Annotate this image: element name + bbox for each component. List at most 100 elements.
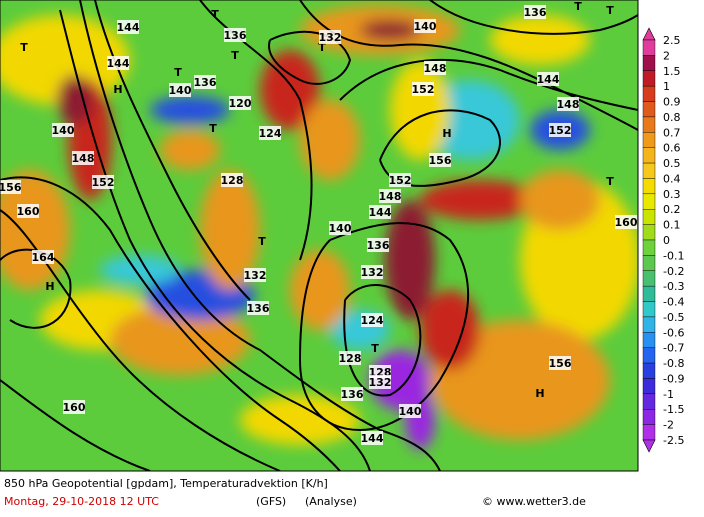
label-bg [229,96,251,110]
colorbar-cell [642,424,656,441]
label-bg [329,221,351,235]
label-bg [107,56,129,70]
contour-label: 132 [244,269,267,282]
label-bg [92,175,114,189]
label-bg [339,351,361,365]
label-bg [367,238,389,252]
colorbar-cell [642,285,656,302]
pressure-center: T [20,41,28,54]
colorbar-label: 0.5 [663,157,681,170]
colorbar-label: -0.1 [663,249,684,262]
label-bg [259,126,281,140]
colorbar-cell [642,193,656,210]
pressure-center: H [45,280,54,293]
colorbar-label: 0.1 [663,219,681,232]
colorbar-cell [642,116,656,133]
colorbar-cell [642,39,656,56]
label-bg [63,400,85,414]
colorbar-cell [642,70,656,87]
colorbar-label: 0.3 [663,188,681,201]
colorbar-label: -0.2 [663,265,684,278]
colorbar-label: -1 [663,388,674,401]
pressure-center: T [574,0,582,13]
label-bg [369,375,391,389]
contour-label: 148 [424,62,447,75]
label-bg [17,204,39,218]
contour-label: 132 [369,376,392,389]
label-bg [429,153,451,167]
pressure-center: T [258,235,266,248]
contour-label: 160 [63,401,86,414]
contour-label: 148 [72,152,95,165]
contour-label: 136 [224,29,247,42]
contour-label: 136 [524,6,547,19]
contour-label: 140 [399,405,422,418]
colorbar-label: -0.8 [663,357,684,370]
contour-label: 140 [329,222,352,235]
contour-label: 144 [107,57,130,70]
colorbar-cell [642,85,656,102]
colorbar-label: 2.5 [663,34,681,47]
colorbar-cell [642,209,656,225]
colorbar-cell [642,378,656,395]
colorbar-cell [642,55,656,71]
colorbar-label: -1.5 [663,403,684,416]
colorbar-tip [642,27,656,41]
label-bg [389,173,411,187]
colorbar-label: 0.8 [663,111,681,124]
contour-label: 156 [549,357,572,370]
contour-label: 160 [17,205,40,218]
label-bg [369,205,391,219]
label-bg [117,20,139,34]
pressure-center: T [174,66,182,79]
contour-label: 156 [429,154,452,167]
colorbar-label: 2 [663,49,670,62]
contour-label: 144 [117,21,140,34]
label-bg [549,123,571,137]
colorbar-cell [642,347,656,364]
pressure-center: H [442,127,451,140]
label-bg [524,5,546,19]
contour-label: 136 [194,76,217,89]
colorbar-cell [642,178,656,195]
colorbar-label: 0.7 [663,126,681,139]
contour-label: 140 [52,124,75,137]
label-bg [361,431,383,445]
contour-label: 160 [615,216,638,229]
contour-label: 132 [361,266,384,279]
contour-label: 120 [229,97,252,110]
colorbar-label: -0.9 [663,372,684,385]
contour-label: 140 [414,20,437,33]
contour-label: 164 [32,251,55,264]
pressure-center: T [211,8,219,21]
label-bg [361,313,383,327]
colorbar-cell [642,101,656,118]
label-bg [72,151,94,165]
contour-label: 144 [537,73,560,86]
colorbar-cell [642,332,656,348]
label-bg [194,75,216,89]
contour-label: 144 [369,206,392,219]
contour-label: 124 [361,314,384,327]
colorbar-label: 1 [663,80,670,93]
contour-label: 156 [0,181,22,194]
contour-label: 128 [221,174,244,187]
contour-label: 144 [361,432,384,445]
colorbar-cell [642,147,656,164]
pressure-center: T [606,4,614,17]
colorbar-cell [642,393,656,410]
contour-label: 128 [339,352,362,365]
colorbar-label: -2.5 [663,434,684,447]
pressure-center: T [318,41,326,54]
colorbar-label: -0.5 [663,311,684,324]
label-bg [32,250,54,264]
colorbar-tip [642,439,656,453]
pressure-center: T [209,122,217,135]
label-bg [537,72,559,86]
colorbar-label: 1.5 [663,65,681,78]
contour-label: 136 [367,239,390,252]
pressure-center: T [606,175,614,188]
colorbar-label: 0.2 [663,203,681,216]
